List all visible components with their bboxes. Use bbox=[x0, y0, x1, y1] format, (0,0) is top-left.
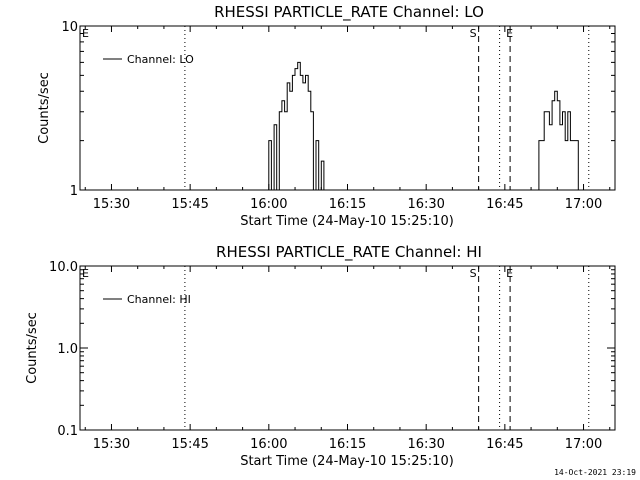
event-marker-label: E bbox=[82, 267, 89, 280]
event-marker-label: E bbox=[82, 27, 89, 40]
x-tick-label: 16:30 bbox=[407, 197, 444, 212]
y-tick-label: 1.0 bbox=[57, 342, 78, 357]
x-tick-label: 15:30 bbox=[93, 197, 130, 212]
chart-title: RHESSI PARTICLE_RATE Channel: LO bbox=[214, 3, 484, 22]
x-tick-label: 15:30 bbox=[93, 437, 130, 452]
y-tick-label: 1 bbox=[70, 184, 78, 199]
x-tick-label: 16:15 bbox=[329, 437, 366, 452]
x-axis-label: Start Time (24-May-10 15:25:10) bbox=[240, 214, 454, 229]
x-axis-label: Start Time (24-May-10 15:25:10) bbox=[240, 454, 454, 469]
x-tick-label: 16:15 bbox=[329, 197, 366, 212]
chart-title: RHESSI PARTICLE_RATE Channel: HI bbox=[216, 243, 482, 262]
event-marker-label: S bbox=[470, 27, 477, 40]
x-tick-label: 15:45 bbox=[171, 437, 208, 452]
event-marker-label: E bbox=[506, 267, 513, 280]
x-tick-label: 16:45 bbox=[486, 437, 523, 452]
x-tick-label: 17:00 bbox=[565, 437, 602, 452]
x-tick-label: 17:00 bbox=[565, 197, 602, 212]
y-axis-label: Counts/sec bbox=[37, 72, 52, 144]
event-marker-label: E bbox=[506, 27, 513, 40]
legend-label: Channel: HI bbox=[127, 293, 191, 306]
x-tick-label: 16:00 bbox=[250, 437, 287, 452]
plot-frame bbox=[79, 265, 616, 431]
generation-timestamp: 14-Oct-2021 23:19 bbox=[554, 468, 636, 477]
x-tick-label: 15:45 bbox=[171, 197, 208, 212]
y-tick-label: 10.0 bbox=[49, 260, 78, 275]
y-axis-label: Counts/sec bbox=[25, 312, 40, 384]
y-tick-label: 10 bbox=[61, 20, 78, 35]
plot-frame bbox=[79, 25, 616, 191]
x-tick-label: 16:00 bbox=[250, 197, 287, 212]
series-line-channel-lo bbox=[266, 61, 579, 191]
chart-panel-lo: RHESSI PARTICLE_RATE Channel: LO Start T… bbox=[37, 3, 616, 229]
x-tick-label: 16:45 bbox=[486, 197, 523, 212]
y-tick-label: 0.1 bbox=[57, 424, 78, 439]
event-marker-label: S bbox=[470, 267, 477, 280]
x-tick-label: 16:30 bbox=[407, 437, 444, 452]
legend-label: Channel: LO bbox=[127, 53, 194, 66]
chart-panel-hi: RHESSI PARTICLE_RATE Channel: HI Start T… bbox=[25, 243, 616, 469]
